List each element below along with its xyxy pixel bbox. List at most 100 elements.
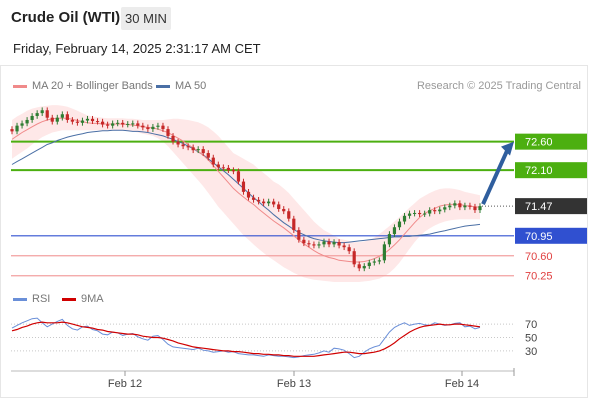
level-box-72.60: [515, 133, 587, 150]
candle-body-13: [75, 121, 80, 123]
datetime-label: Friday, February 14, 2025 2:31:17 AM CET: [13, 41, 261, 56]
candle-body-79: [407, 213, 412, 216]
candle-body-57: [297, 230, 301, 240]
projection-arrow-head-icon: [501, 141, 514, 156]
candle-body-52: [272, 201, 276, 205]
candle-body-75: [387, 234, 392, 245]
candle-body-76: [392, 227, 397, 235]
candle-body-90: [463, 205, 467, 208]
candle-body-69: [357, 264, 361, 269]
candle-body-29: [156, 125, 160, 127]
legend-rsi: RSI: [13, 293, 50, 305]
candle-body-56: [292, 218, 296, 231]
candle-body-24: [131, 123, 135, 125]
candle-body-45: [236, 171, 241, 182]
candle-body-25: [136, 123, 140, 126]
level-label-72.60: 72.60: [525, 137, 553, 149]
candle-body-81: [418, 212, 422, 215]
candle-body-62: [322, 241, 326, 245]
candle-body-82: [423, 213, 427, 215]
level-label-72.10: 72.10: [525, 165, 553, 177]
candle-body-6: [40, 110, 44, 114]
candle-body-5: [35, 113, 39, 116]
x-tick-label-1: Feb 13: [277, 378, 311, 390]
candle-body-59: [307, 243, 311, 245]
candle-body-67: [347, 247, 351, 252]
candle-body-49: [256, 199, 261, 202]
ma20-line: [11, 117, 481, 263]
candle-body-66: [342, 245, 346, 248]
candle-body-27: [146, 127, 150, 130]
candle-body-42: [221, 167, 225, 169]
candle-body-11: [65, 114, 69, 120]
candle-body-74: [382, 244, 386, 261]
candle-body-28: [151, 126, 155, 130]
legend-ma50-label: MA 50: [175, 80, 207, 92]
candle-body-86: [443, 207, 447, 210]
candle-body-21: [116, 122, 120, 124]
level-label-70.25: 70.25: [525, 271, 553, 283]
x-tick-label-0: Feb 12: [108, 378, 142, 390]
candle-body-88: [453, 203, 457, 206]
candle-body-23: [126, 123, 130, 125]
rsi-ma-line: [11, 321, 481, 357]
candle-body-63: [327, 241, 331, 245]
candle-body-31: [166, 129, 170, 136]
candle-body-10: [60, 114, 64, 118]
candle-body-17: [95, 121, 100, 123]
level-box-70.95: [515, 227, 587, 244]
candle-body-39: [206, 153, 210, 158]
candle-body-58: [302, 239, 306, 244]
candle-body-68: [352, 251, 356, 265]
candle-body-83: [428, 210, 432, 214]
candle-body-43: [226, 167, 230, 171]
candle-body-32: [171, 135, 175, 142]
candle-body-7: [45, 110, 49, 118]
candle-body-65: [337, 242, 341, 246]
candle-body-19: [106, 124, 110, 126]
legend-rsi-ma-label: 9MA: [81, 293, 104, 305]
candle-body-2: [20, 123, 24, 126]
candle-body-77: [397, 221, 402, 228]
instrument-title: Crude Oil (WTI): [11, 9, 121, 26]
candle-body-78: [402, 215, 407, 222]
candle-body-54: [282, 208, 286, 212]
candle-body-60: [312, 244, 316, 246]
candle-body-55: [287, 211, 291, 219]
level-label-71.47: 71.47: [525, 201, 553, 213]
candle-body-80: [412, 212, 417, 214]
candle-body-89: [458, 203, 462, 208]
ma50-swatch-icon: [156, 84, 170, 88]
candle-body-92: [473, 206, 477, 211]
candle-body-14: [80, 120, 85, 123]
level-label-70.60: 70.60: [525, 251, 553, 263]
x-tick-label-2: Feb 14: [445, 378, 479, 390]
legend-rsi-ma: 9MA: [62, 293, 104, 305]
rsi-level-label-70: 70: [525, 319, 537, 331]
candle-body-87: [448, 205, 452, 208]
candle-body-20: [111, 123, 115, 126]
rsi-level-label-50: 50: [525, 333, 537, 345]
candle-body-38: [201, 149, 205, 154]
bollinger-band-area: [12, 105, 480, 282]
candle-body-1: [15, 125, 19, 132]
candle-body-34: [181, 144, 185, 147]
timeframe-button[interactable]: 30 MIN: [121, 7, 171, 30]
candle-body-0: [10, 129, 14, 132]
credit-text: Research © 2025 Trading Central: [416, 80, 581, 92]
candle-body-16: [90, 118, 95, 122]
rsi-level-label-30: 30: [525, 346, 537, 358]
candle-body-70: [362, 266, 366, 269]
candle-body-26: [141, 125, 145, 128]
legend-ma20-label: MA 20 + Bollinger Bands: [32, 80, 153, 92]
candle-body-64: [332, 242, 336, 245]
candle-body-61: [317, 244, 321, 246]
candle-body-4: [30, 115, 34, 120]
candle-body-44: [231, 170, 236, 172]
candle-body-53: [277, 204, 281, 209]
candle-body-33: [176, 141, 180, 145]
chart-frame: [0, 65, 588, 398]
candle-body-8: [50, 117, 54, 122]
candle-body-41: [216, 164, 220, 168]
